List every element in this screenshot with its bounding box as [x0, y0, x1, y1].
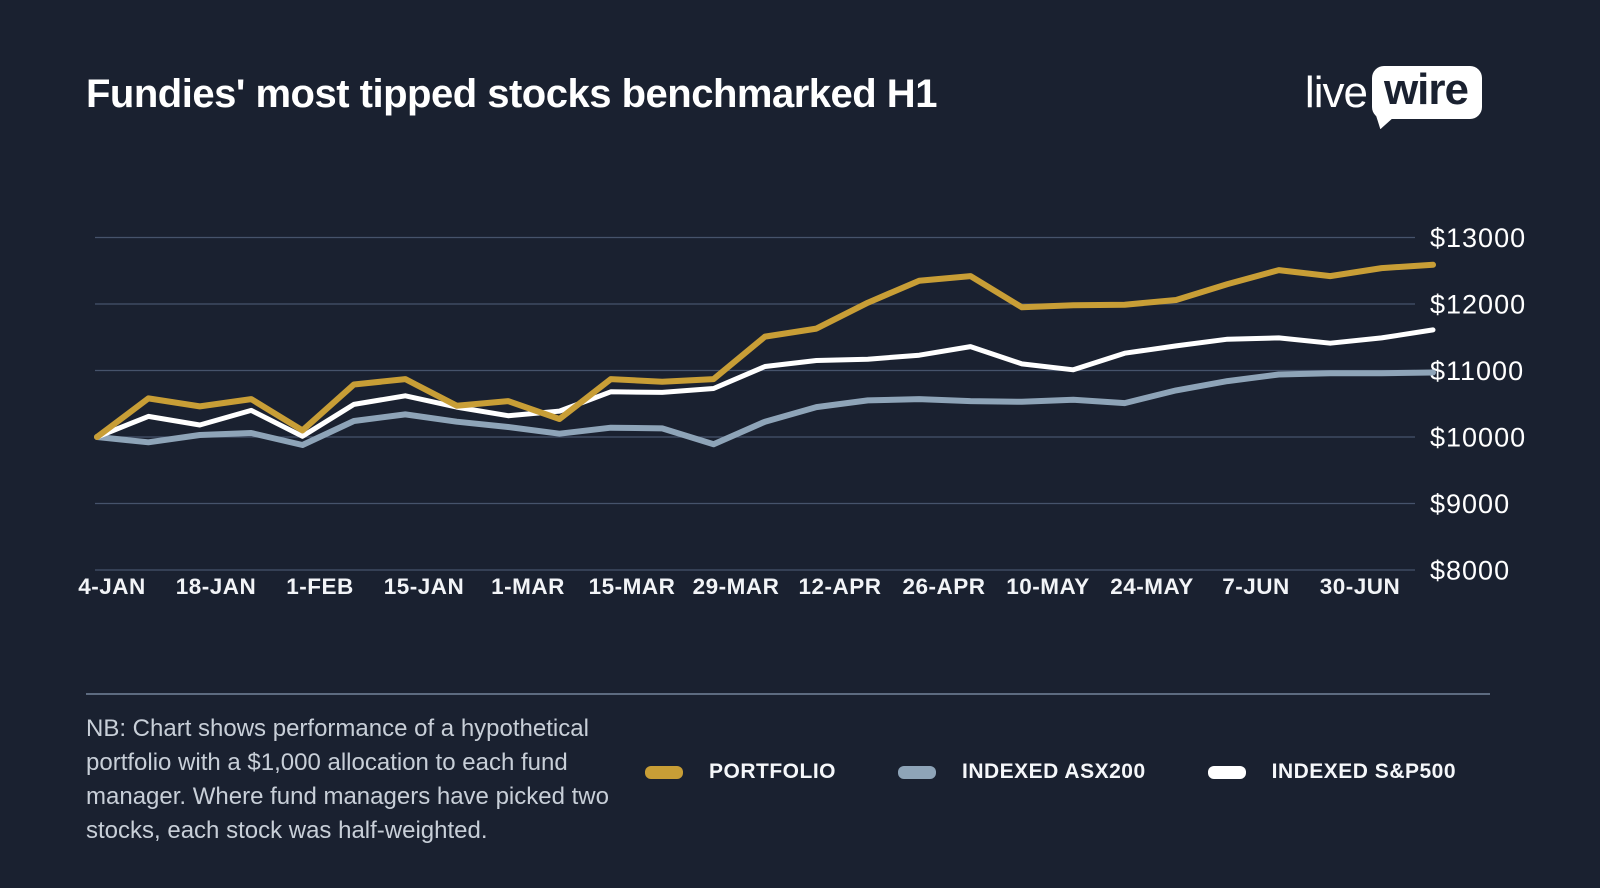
- x-tick-label: 4-JAN: [78, 574, 146, 599]
- x-tick-label: 10-MAY: [1006, 574, 1089, 599]
- x-tick-label: 1-MAR: [491, 574, 565, 599]
- footnote-line: portfolio with a $1,000 allocation to ea…: [86, 749, 568, 776]
- portfolio-swatch: [645, 765, 683, 779]
- legend-item-portfolio: PORTFOLIO: [645, 760, 836, 784]
- chart-legend: PORTFOLIO INDEXED ASX200 INDEXED S&P500: [645, 760, 1456, 784]
- legend-label: INDEXED S&P500: [1271, 760, 1457, 783]
- logo-wire-text: wire: [1383, 65, 1469, 114]
- y-tick-label: $12000: [1430, 290, 1526, 320]
- y-tick-label: $9000: [1430, 489, 1510, 519]
- series-line-portfolio: [94, 261, 1436, 440]
- legend-item-asx200: INDEXED ASX200: [898, 760, 1146, 784]
- legend-label: PORTFOLIO: [709, 760, 836, 783]
- page-title: Fundies' most tipped stocks benchmarked …: [86, 72, 937, 116]
- x-tick-label: 7-JUN: [1222, 574, 1290, 599]
- series-lines: [94, 261, 1436, 448]
- legend-label: INDEXED ASX200: [962, 760, 1146, 783]
- series-line-indexed-asx200: [94, 369, 1436, 448]
- y-tick-label: $8000: [1430, 556, 1510, 586]
- asx200-swatch: [898, 765, 936, 779]
- footer-divider: [86, 693, 1490, 695]
- x-tick-label: 12-APR: [798, 574, 881, 599]
- logo-live-text: live: [1304, 67, 1368, 117]
- footnote-line: stocks, each stock was half-weighted.: [86, 817, 488, 844]
- x-tick-label: 18-JAN: [176, 574, 257, 599]
- series-line-indexed-s-p500: [94, 327, 1436, 440]
- x-tick-label: 15-MAR: [589, 574, 676, 599]
- footnote-line: NB: Chart shows performance of a hypothe…: [86, 715, 589, 742]
- x-tick-label: 29-MAR: [693, 574, 780, 599]
- y-tick-label: $13000: [1430, 223, 1526, 253]
- footnote: NB: Chart shows performance of a hypothe…: [86, 712, 626, 848]
- x-tick-label: 26-APR: [902, 574, 985, 599]
- footnote-line: manager. Where fund managers have picked…: [86, 783, 609, 810]
- x-tick-label: 1-FEB: [286, 574, 354, 599]
- y-tick-label: $11000: [1430, 356, 1524, 386]
- sp500-swatch: [1207, 765, 1246, 779]
- y-axis-labels: $13000 $12000 $11000 $10000 $9000 $8000: [1430, 223, 1526, 586]
- x-tick-label: 15-JAN: [384, 574, 465, 599]
- x-tick-label: 24-MAY: [1110, 574, 1193, 599]
- x-tick-label: 30-JUN: [1320, 574, 1401, 599]
- x-axis-labels: 4-JAN 18-JAN 1-FEB 15-JAN 1-MAR 15-MAR 29-MAR 1…: [78, 574, 1400, 599]
- livewire-logo: live wire: [1304, 65, 1482, 130]
- y-tick-label: $10000: [1430, 423, 1526, 453]
- legend-item-sp500: INDEXED S&P500: [1207, 760, 1457, 784]
